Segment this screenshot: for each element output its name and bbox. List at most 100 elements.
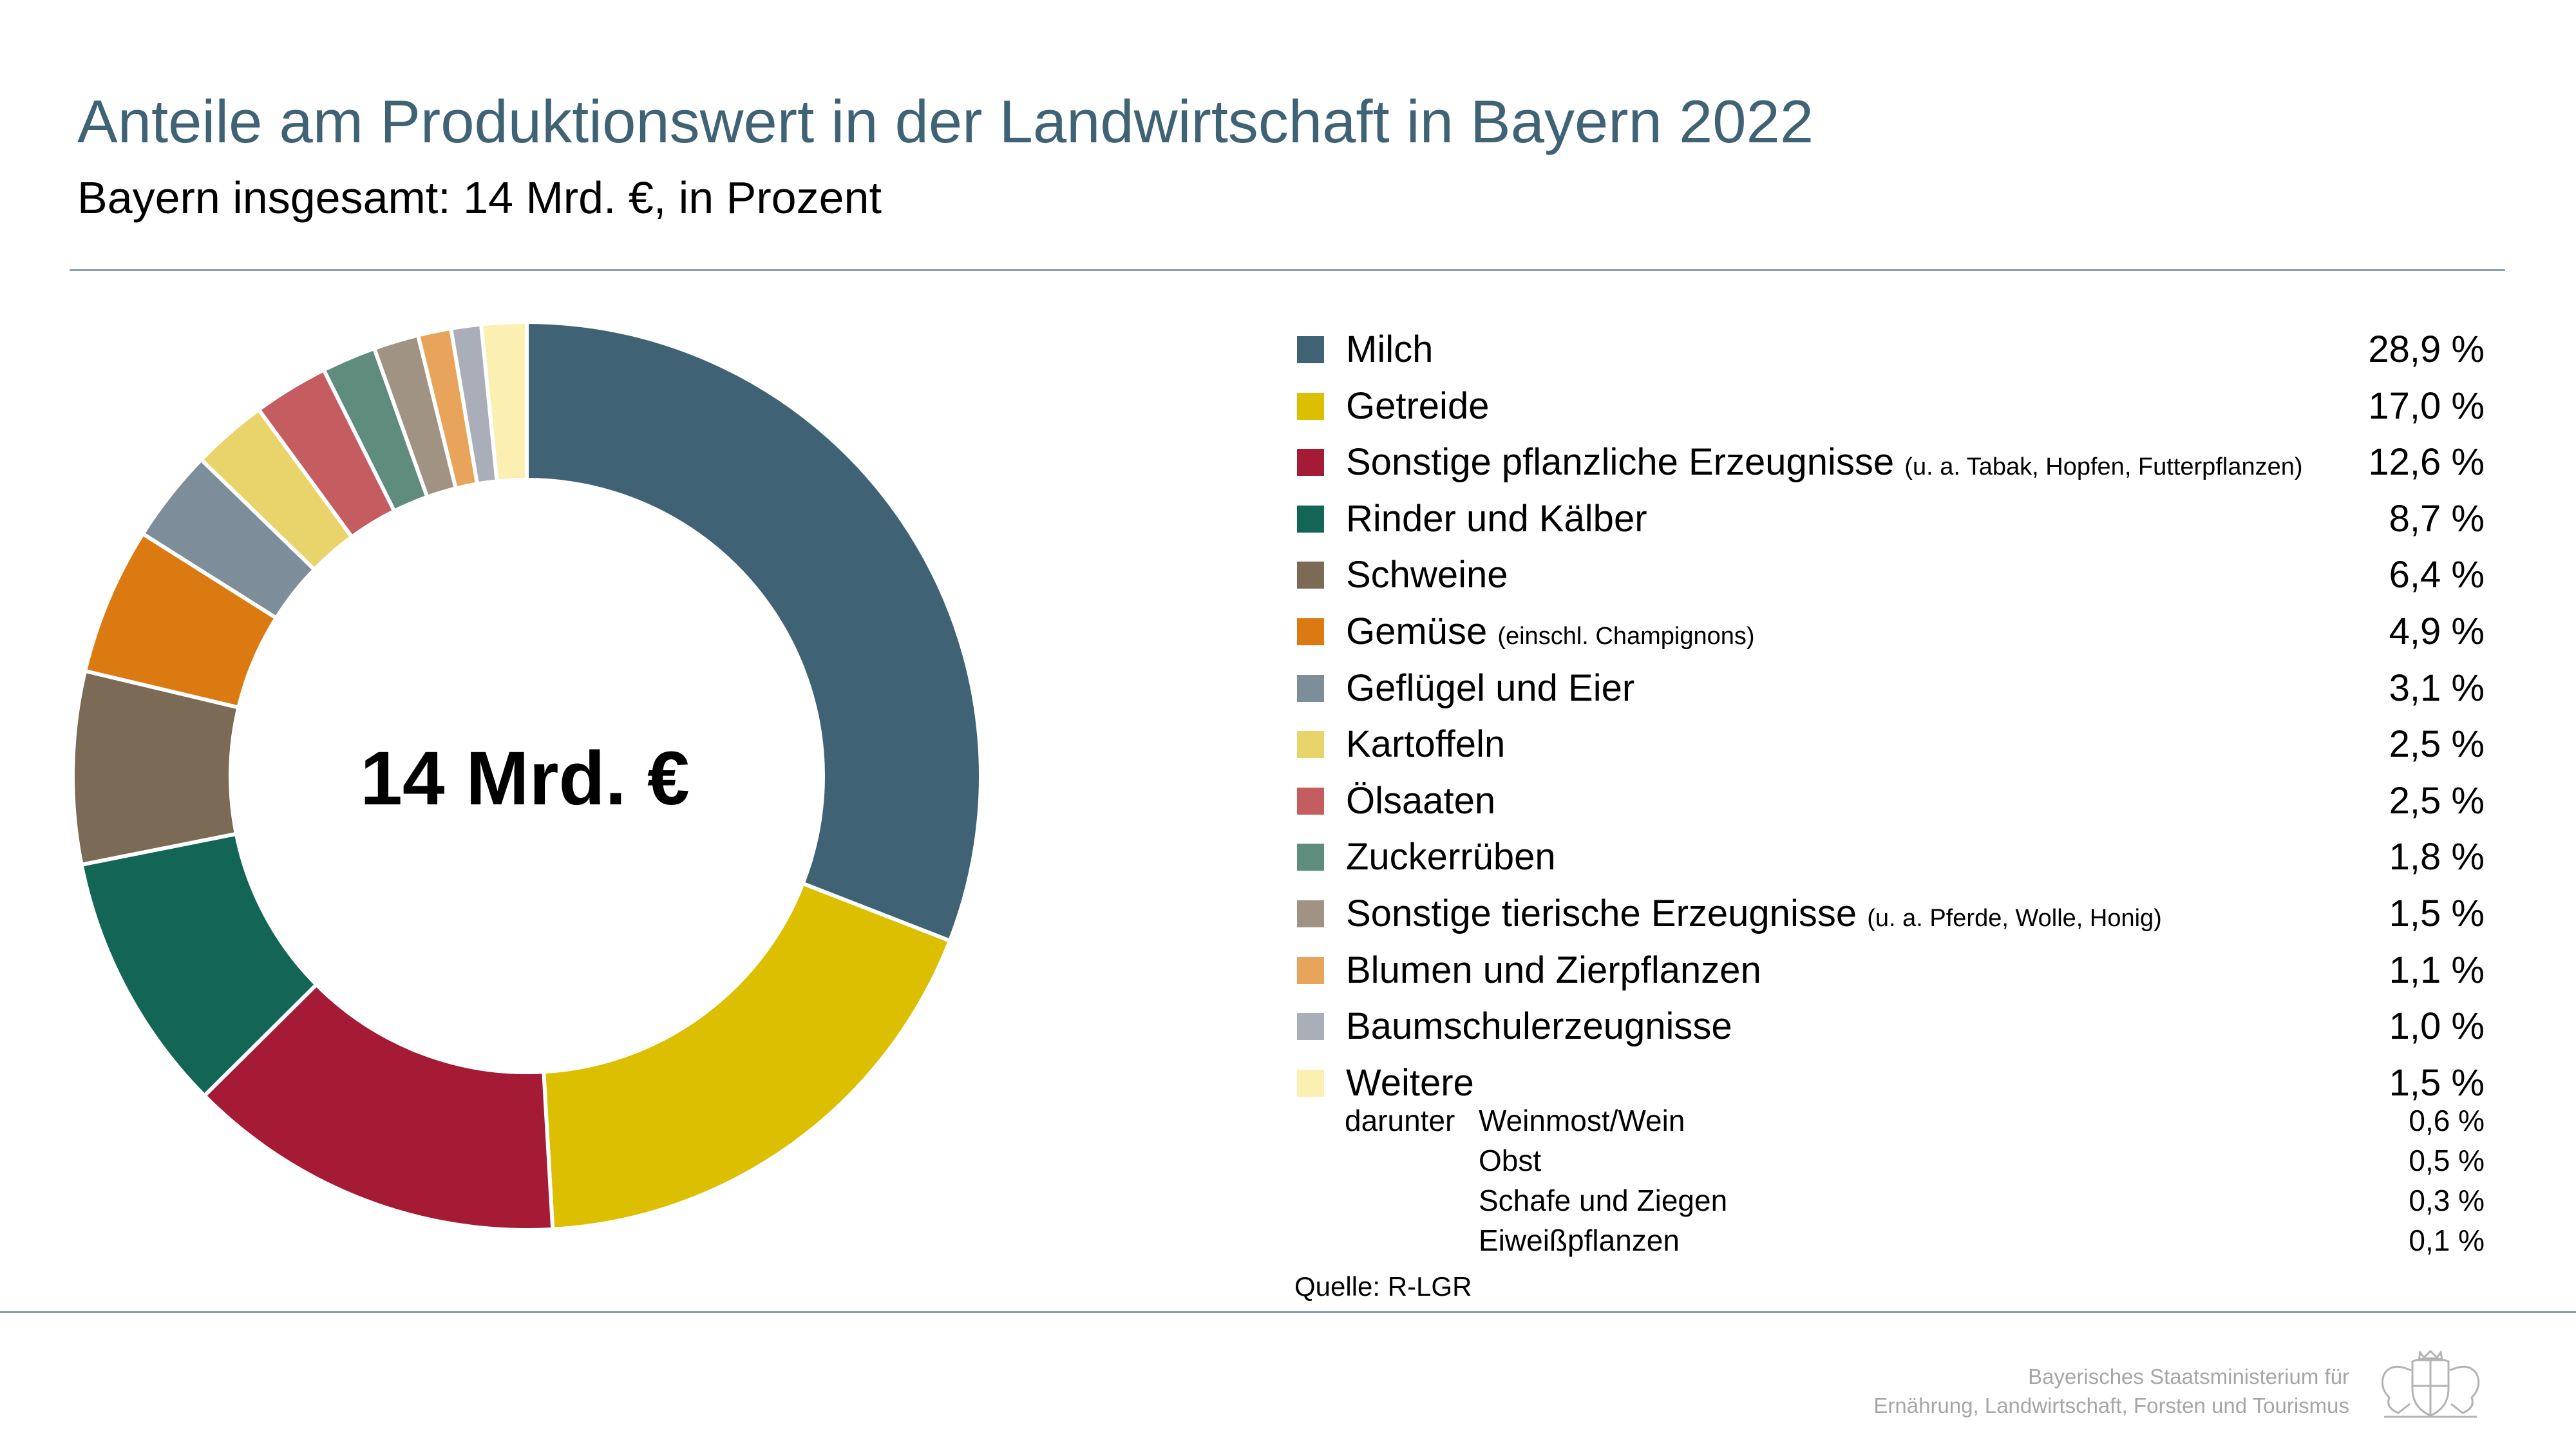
sub-item-label: Eiweißpflanzen	[1479, 1224, 1680, 1257]
legend-label-text: Milch	[1346, 328, 1434, 370]
donut-center-label: 14 Mrd. €	[360, 736, 690, 821]
legend-value: 17,0 %	[2368, 384, 2485, 427]
legend-item: Baumschulerzeugnisse 1,0 %	[1294, 999, 2485, 1056]
legend-item: Ölsaaten 2,5 %	[1294, 773, 2485, 830]
legend-item: Gemüse (einschl. Champignons) 4,9 %	[1294, 604, 2485, 661]
legend-label: Milch	[1346, 328, 1433, 372]
legend-value: 8,7 %	[2389, 497, 2485, 540]
legend-value: 1,5 %	[2389, 892, 2485, 934]
legend-swatch	[1297, 844, 1324, 871]
legend-label-text: Geflügel und Eier	[1346, 667, 1635, 709]
legend-value: 1,5 %	[2389, 1061, 2485, 1104]
legend-value: 6,4 %	[2389, 554, 2485, 596]
page-subtitle: Bayern insgesamt: 14 Mrd. €, in Prozent	[77, 173, 882, 223]
legend-label: Kartoffeln	[1346, 723, 1505, 766]
sub-items-list: darunter Weinmost/Wein 0,6 % Obst 0,5 % Schaf…	[1345, 1100, 2485, 1260]
sub-item-label: Obst	[1479, 1144, 1542, 1177]
legend-label: Baumschulerzeugnisse	[1346, 1005, 1732, 1048]
legend-swatch	[1297, 562, 1324, 589]
legend-label-text: Baumschulerzeugnisse	[1346, 1005, 1732, 1048]
legend-value: 4,9 %	[2389, 610, 2485, 652]
legend-value: 1,0 %	[2389, 1005, 2485, 1048]
legend-label-text: Kartoffeln	[1346, 723, 1506, 766]
sub-item-value: 0,3 %	[2409, 1184, 2485, 1217]
legend-item: Weitere 1,5 %	[1294, 1056, 2485, 1112]
sub-item-label: Schafe und Ziegen	[1479, 1184, 1728, 1217]
legend-swatch	[1297, 787, 1324, 815]
legend-label-note: (u. a. Tabak, Hopfen, Futterpflanzen)	[1904, 453, 2303, 481]
legend-label: Rinder und Kälber	[1346, 498, 1647, 541]
coat-of-arms-icon	[2381, 1349, 2480, 1418]
legend-swatch	[1297, 618, 1324, 645]
legend-label: Geflügel und Eier	[1346, 667, 1634, 710]
sub-item-row: Schafe und Ziegen 0,3 %	[1345, 1180, 2485, 1220]
sub-item-row: Obst 0,5 %	[1345, 1140, 2485, 1180]
legend-label-note: (u. a. Pferde, Wolle, Honig)	[1867, 904, 2162, 932]
donut-chart: 14 Mrd. €	[71, 319, 983, 1232]
legend-item: Sonstige tierische Erzeugnisse (u. a. Pf…	[1294, 886, 2485, 943]
page-title: Anteile am Produktionswert in der Landwi…	[77, 88, 1814, 155]
legend-value: 2,5 %	[2389, 779, 2485, 822]
legend-item: Milch 28,9 %	[1294, 322, 2485, 379]
sub-item-value: 0,6 %	[2409, 1104, 2485, 1137]
legend-label-text: Sonstige pflanzliche Erzeugnisse	[1346, 441, 1895, 484]
donut-slice-1	[542, 881, 952, 1232]
legend-label-text: Zuckerrüben	[1346, 836, 1556, 878]
legend-label-text: Getreide	[1346, 384, 1490, 427]
legend-label: Blumen und Zierpflanzen	[1346, 949, 1761, 992]
legend-label: Ölsaaten	[1346, 780, 1495, 823]
bottom-divider	[0, 1311, 2576, 1313]
legend-item: Blumen und Zierpflanzen 1,1 %	[1294, 943, 2485, 999]
legend-item: Geflügel und Eier 3,1 %	[1294, 661, 2485, 717]
legend-value: 28,9 %	[2368, 328, 2485, 370]
legend-item: Sonstige pflanzliche Erzeugnisse (u. a. …	[1294, 435, 2485, 491]
legend-label-text: Rinder und Kälber	[1346, 497, 1647, 540]
legend-swatch	[1297, 336, 1324, 363]
legend-value: 1,8 %	[2389, 836, 2485, 878]
legend-label-text: Blumen und Zierpflanzen	[1346, 949, 1761, 991]
sub-item-row: darunter Weinmost/Wein 0,6 %	[1345, 1100, 2485, 1140]
legend-swatch	[1297, 505, 1324, 533]
chart-legend: Milch 28,9 % Getreide 17,0 % Sonstige pflanz…	[1294, 322, 2485, 1112]
donut-slice-0	[525, 319, 983, 943]
legend-swatch	[1297, 392, 1324, 420]
legend-value: 3,1 %	[2389, 667, 2485, 709]
source-note: Quelle: R-LGR	[1294, 1271, 1472, 1302]
sub-items-prefix: darunter	[1345, 1104, 1455, 1137]
legend-swatch	[1297, 1013, 1324, 1041]
legend-label: Zuckerrüben	[1346, 836, 1556, 879]
legend-swatch	[1297, 731, 1324, 759]
ministry-line-2: Ernährung, Landwirtschaft, Forsten und T…	[1873, 1393, 2349, 1417]
legend-label-text: Gemüse	[1346, 610, 1488, 652]
legend-label: Weitere	[1346, 1062, 1474, 1105]
legend-value: 2,5 %	[2389, 723, 2485, 766]
sub-item-row: Eiweißpflanzen 0,1 %	[1345, 1220, 2485, 1260]
ministry-name: Bayerisches Staatsministerium für Ernähr…	[1873, 1363, 2349, 1420]
top-divider	[70, 269, 2505, 271]
legend-item: Kartoffeln 2,5 %	[1294, 717, 2485, 773]
legend-label: Sonstige pflanzliche Erzeugnisse (u. a. …	[1346, 441, 2303, 484]
sub-item-value: 0,1 %	[2409, 1224, 2485, 1257]
sub-item-value: 0,5 %	[2409, 1144, 2485, 1177]
sub-item-label: Weinmost/Wein	[1479, 1104, 1685, 1137]
legend-value: 12,6 %	[2368, 441, 2485, 484]
legend-label: Sonstige tierische Erzeugnisse (u. a. Pf…	[1346, 893, 2162, 936]
ministry-line-1: Bayerisches Staatsministerium für	[2028, 1365, 2349, 1388]
legend-label: Getreide	[1346, 385, 1489, 428]
legend-label-text: Schweine	[1346, 554, 1508, 596]
legend-swatch	[1297, 956, 1324, 984]
legend-item: Zuckerrüben 1,8 %	[1294, 829, 2485, 886]
legend-label-text: Weitere	[1346, 1061, 1474, 1104]
legend-swatch	[1297, 449, 1324, 477]
legend-label: Schweine	[1346, 554, 1508, 597]
legend-item: Getreide 17,0 %	[1294, 379, 2485, 435]
donut-slice-2	[202, 981, 555, 1232]
legend-swatch	[1297, 674, 1324, 702]
legend-label-text: Sonstige tierische Erzeugnisse	[1346, 892, 1857, 934]
legend-item: Schweine 6,4 %	[1294, 547, 2485, 604]
legend-item: Rinder und Kälber 8,7 %	[1294, 491, 2485, 548]
legend-swatch	[1297, 900, 1324, 927]
legend-label-text: Ölsaaten	[1346, 779, 1496, 822]
legend-value: 1,1 %	[2389, 949, 2485, 991]
legend-label: Gemüse (einschl. Champignons)	[1346, 611, 1755, 654]
